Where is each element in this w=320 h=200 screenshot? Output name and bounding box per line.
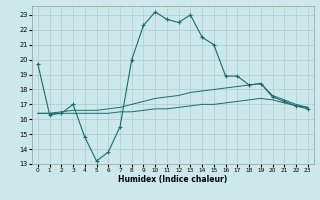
X-axis label: Humidex (Indice chaleur): Humidex (Indice chaleur) [118,175,228,184]
